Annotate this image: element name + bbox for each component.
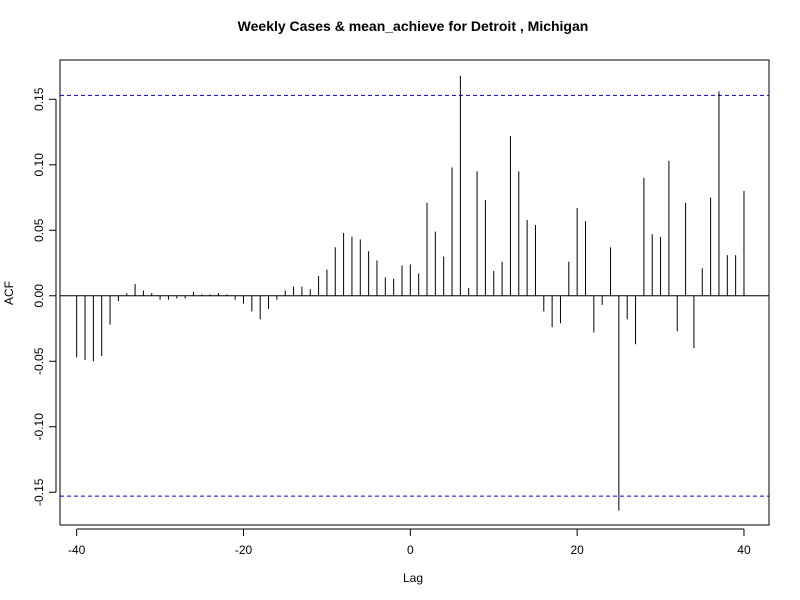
y-tick-label: -0.10: [32, 413, 46, 441]
x-tick-label: 0: [407, 543, 414, 557]
x-axis-label: Lag: [403, 571, 423, 585]
plot-marks: [60, 75, 769, 511]
x-tick-label: 40: [737, 543, 751, 557]
x-tick-label: -20: [235, 543, 253, 557]
y-axis-label: ACF: [2, 281, 16, 305]
x-tick-label: 20: [570, 543, 584, 557]
chart-title: Weekly Cases & mean_achieve for Detroit …: [238, 18, 589, 34]
y-tick-label: 0.10: [32, 153, 46, 177]
y-tick-label: -0.05: [32, 347, 46, 375]
x-tick-label: -40: [68, 543, 86, 557]
y-tick-label: 0.05: [32, 218, 46, 242]
y-tick-label: -0.15: [32, 478, 46, 506]
plot-frame: [59, 59, 770, 526]
y-tick-label: 0.00: [32, 284, 46, 308]
y-tick-label: 0.15: [32, 87, 46, 111]
